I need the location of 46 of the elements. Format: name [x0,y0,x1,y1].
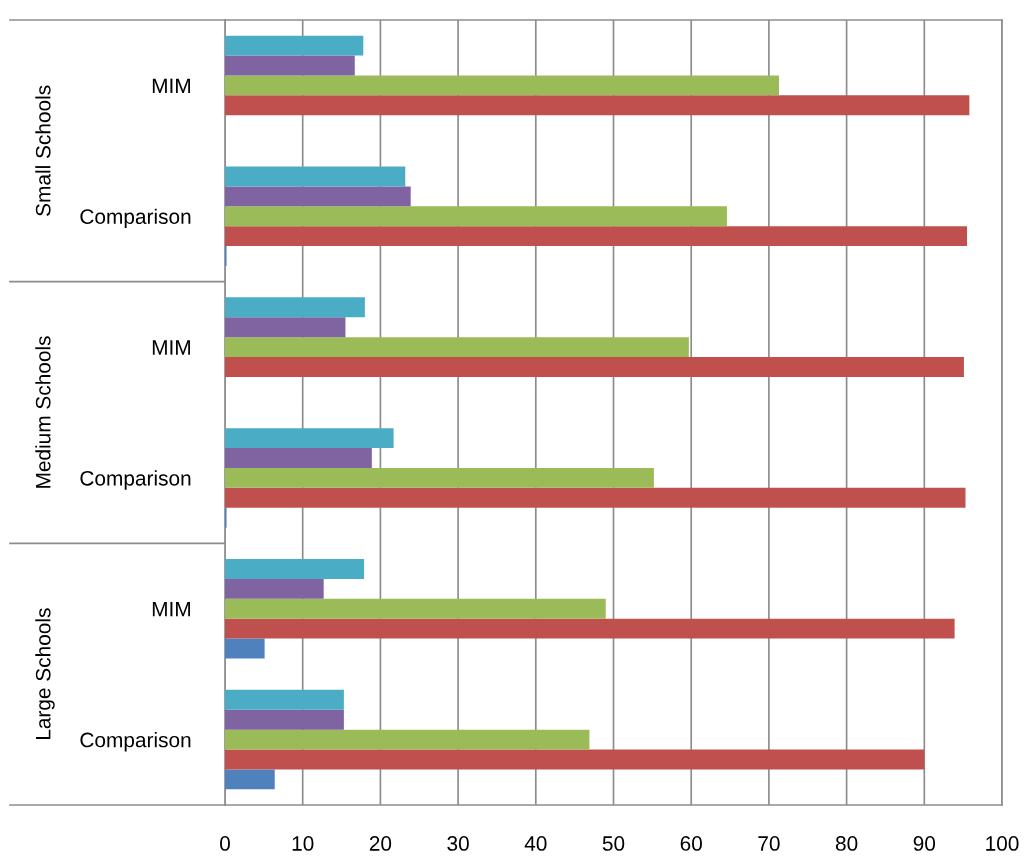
bar [225,729,590,750]
y-tick-label: Comparison [80,470,191,490]
bar [225,618,955,639]
bar [225,709,344,730]
x-tick-label: 70 [758,836,780,851]
x-tick-label: 0 [220,836,230,851]
bar [225,769,275,790]
y-tick-label: MIM [152,601,190,617]
bar [225,578,324,599]
x-tick-label: 40 [524,836,547,851]
bar [225,448,372,468]
x-tick-label: 20 [369,836,392,851]
bar [225,749,925,770]
bar [225,428,394,449]
bar [225,689,344,710]
y-tick-label: Comparison [80,732,191,752]
bar [225,337,689,358]
bar [225,166,406,187]
bar [225,95,970,116]
y-tick-label: Comparison [80,208,191,229]
bar [225,487,966,508]
x-tick-label: 100 [986,836,1019,851]
bar [225,297,365,318]
bar [225,357,964,377]
bar [225,55,355,76]
x-tick-label: 50 [602,836,625,851]
bar [225,598,606,619]
text: Large Schools [35,608,55,740]
x-tick-label: 90 [913,836,936,851]
bar [225,638,265,659]
bar [225,75,779,96]
text: Small Schools [35,85,51,216]
x-tick-label: 80 [835,836,858,851]
x-tick-label: 10 [292,836,314,851]
y-tick-label: MIM [152,78,190,93]
bar [225,226,968,247]
bar [225,206,727,227]
bar [225,35,364,56]
bar [225,317,346,338]
y-tick-label: MIM [152,340,190,355]
bar [225,467,654,488]
bar [225,559,365,579]
text: Medium Schools [35,336,51,488]
x-tick-label: 60 [680,836,702,851]
bar [225,186,411,207]
x-tick-label: 30 [447,836,469,851]
